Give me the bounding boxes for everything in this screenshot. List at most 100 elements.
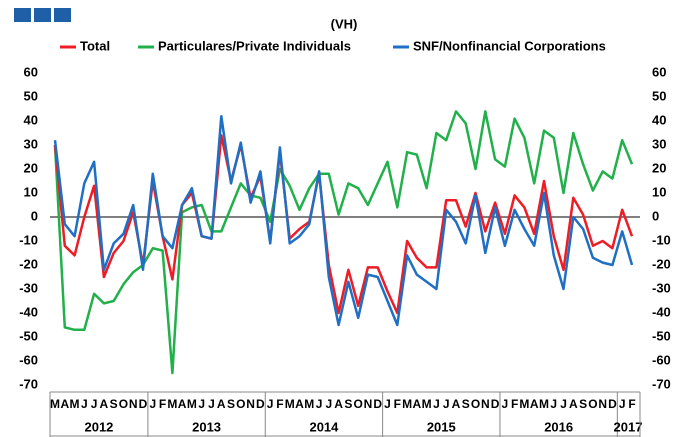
x-tick-label: J — [560, 397, 567, 411]
x-tick-label: N — [129, 397, 138, 411]
x-tick-label: O — [236, 397, 245, 411]
y-tick-label: 0 — [31, 208, 38, 223]
y2-tick-label: 60 — [652, 64, 666, 79]
logo-square — [54, 8, 71, 22]
x-tick-label: D — [139, 397, 148, 411]
x-tick-label: A — [413, 397, 422, 411]
x-tick-label: S — [579, 397, 587, 411]
legend-label: SNF/Nonfinancial Corporations — [413, 38, 606, 53]
x-tick-label: F — [159, 397, 166, 411]
y2-tick-label: -60 — [652, 352, 671, 367]
y2-tick-label: -20 — [652, 256, 671, 271]
x-tick-label: A — [178, 397, 187, 411]
y-tick-label: -50 — [19, 328, 38, 343]
y-tick-label: 60 — [24, 64, 38, 79]
y2-tick-label: -30 — [652, 280, 671, 295]
series-line — [53, 114, 634, 327]
x-tick-label: S — [462, 397, 470, 411]
x-tick-label: F — [628, 397, 635, 411]
x-tick-label: A — [295, 397, 304, 411]
x-tick-label: M — [304, 397, 314, 411]
x-tick-label: M — [70, 397, 80, 411]
x-tick-label: M — [519, 397, 529, 411]
x-tick-label: D — [373, 397, 382, 411]
x-tick-label: A — [452, 397, 461, 411]
subtitle: (VH) — [331, 16, 358, 31]
y2-tick-label: -10 — [652, 232, 671, 247]
x-tick-label: J — [433, 397, 440, 411]
x-tick-label: O — [353, 397, 362, 411]
x-tick-label: A — [217, 397, 226, 411]
year-label: 2015 — [427, 419, 456, 434]
x-tick-label: O — [588, 397, 597, 411]
year-label: 2013 — [192, 419, 221, 434]
x-tick-label: J — [149, 397, 156, 411]
x-tick-label: J — [443, 397, 450, 411]
x-tick-label: F — [276, 397, 283, 411]
series-line — [53, 110, 634, 375]
legend-label: Total — [80, 38, 110, 53]
x-tick-label: J — [208, 397, 215, 411]
x-tick-label: N — [364, 397, 373, 411]
x-tick-label: F — [511, 397, 518, 411]
y2-tick-label: 0 — [652, 208, 659, 223]
y2-tick-label: -40 — [652, 304, 671, 319]
x-tick-label: S — [110, 397, 118, 411]
x-tick-label: M — [50, 397, 60, 411]
x-tick-label: M — [422, 397, 432, 411]
y2-tick-label: -50 — [652, 328, 671, 343]
y-tick-label: 10 — [24, 184, 38, 199]
x-tick-label: A — [334, 397, 343, 411]
y-tick-label: -40 — [19, 304, 38, 319]
x-tick-label: A — [100, 397, 109, 411]
x-tick-label: M — [285, 397, 295, 411]
logo-square — [14, 8, 31, 22]
legend-label: Particulares/Private Individuals — [158, 38, 351, 53]
x-tick-label: J — [198, 397, 205, 411]
x-tick-label: A — [530, 397, 539, 411]
x-tick-label: A — [569, 397, 578, 411]
x-tick-label: M — [539, 397, 549, 411]
y-tick-label: 40 — [24, 112, 38, 127]
y2-tick-label: 50 — [652, 88, 666, 103]
x-tick-label: D — [608, 397, 617, 411]
x-tick-label: J — [325, 397, 332, 411]
y-tick-label: -20 — [19, 256, 38, 271]
year-label: 2012 — [84, 419, 113, 434]
x-tick-label: A — [60, 397, 69, 411]
x-tick-label: M — [402, 397, 412, 411]
series-line — [53, 134, 634, 315]
x-tick-label: N — [246, 397, 255, 411]
x-tick-label: S — [227, 397, 235, 411]
y-tick-label: -30 — [19, 280, 38, 295]
y-tick-label: 30 — [24, 136, 38, 151]
y-tick-label: -70 — [19, 376, 38, 391]
x-tick-label: J — [81, 397, 88, 411]
x-tick-label: F — [394, 397, 401, 411]
y2-tick-label: -70 — [652, 376, 671, 391]
x-tick-label: N — [598, 397, 607, 411]
y2-tick-label: 30 — [652, 136, 666, 151]
x-tick-label: D — [491, 397, 500, 411]
y2-tick-label: 40 — [652, 112, 666, 127]
x-tick-label: D — [256, 397, 265, 411]
x-tick-label: J — [550, 397, 557, 411]
y-tick-label: -10 — [19, 232, 38, 247]
x-tick-label: J — [91, 397, 98, 411]
x-tick-label: O — [119, 397, 128, 411]
x-tick-label: M — [167, 397, 177, 411]
y-tick-label: 20 — [24, 160, 38, 175]
x-tick-label: J — [267, 397, 274, 411]
year-label: 2017 — [614, 419, 643, 434]
y2-tick-label: 10 — [652, 184, 666, 199]
x-tick-label: J — [316, 397, 323, 411]
x-tick-label: S — [344, 397, 352, 411]
y-tick-label: -60 — [19, 352, 38, 367]
x-tick-label: N — [481, 397, 490, 411]
y-tick-label: 50 — [24, 88, 38, 103]
x-tick-label: J — [619, 397, 626, 411]
x-tick-label: J — [384, 397, 391, 411]
x-tick-label: J — [502, 397, 509, 411]
y2-tick-label: 20 — [652, 160, 666, 175]
